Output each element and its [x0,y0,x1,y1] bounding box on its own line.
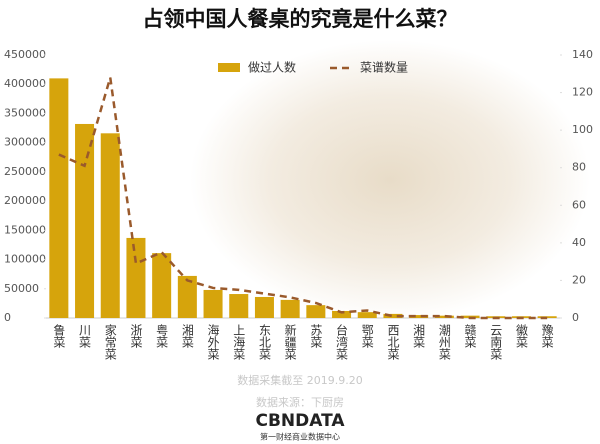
x-tick-label: 鄂菜 [360,324,374,348]
bar [357,312,377,318]
line [58,77,548,320]
x-tick-label: 西北菜 [386,324,400,360]
y2-tick-label: 100 [572,123,593,136]
bar [280,299,300,318]
legend-label: 菜谱数量 [360,60,408,75]
brand: CBNDATA [255,411,345,431]
bar [49,78,69,318]
brand-subtitle: 第一财经商业数据中心 [260,432,340,442]
bar [152,253,172,318]
x-tick-label: 台湾菜 [335,323,349,360]
bar [306,305,326,318]
bar [75,123,95,318]
x-tick-label: 浙菜 [129,324,143,348]
x-tick-label: 海外菜 [206,323,220,360]
y2-tick-label: 140 [572,48,593,61]
x-tick-label: 上海菜 [232,324,246,360]
bar [409,315,429,318]
y-tick-label: 450000 [4,48,46,61]
y-tick-label: 100000 [4,253,46,266]
x-tick-label: 豫菜 [540,324,554,348]
note: 数据来源：下厨房 [256,395,344,409]
x-tick-label: 粤菜 [155,323,169,348]
bar [177,275,197,318]
x-tick-label: 鲁菜 [52,324,66,348]
legend-swatch [218,63,240,72]
y-tick-label: 250000 [4,165,46,178]
y2-tick-label: 40 [572,236,586,249]
background-image [190,40,590,320]
bar [203,289,223,318]
y2-tick-label: 0 [572,311,579,324]
x-tick-label: 家常菜 [103,323,117,360]
y-tick-label: 350000 [4,106,46,119]
y2-tick-label: 80 [572,161,586,174]
x-tick-label: 徽菜 [514,323,528,348]
x-tick-label: 赣菜 [463,324,477,348]
x-tick-label: 苏菜 [309,324,323,348]
y-tick-label: 200000 [4,194,46,207]
y-tick-label: 400000 [4,77,46,90]
legend-label: 做过人数 [248,60,296,75]
x-tick-label: 潮州菜 [437,323,451,360]
x-tick-label: 湘菜 [412,323,426,348]
x-tick-label: 新疆菜 [283,323,297,360]
bar [383,313,403,318]
bar [254,296,274,318]
bar [229,294,249,318]
x-tick-label: 湘菜 [180,323,194,348]
y-tick-label: 0 [4,311,11,324]
bar [100,133,120,318]
y2-tick-label: 60 [572,198,586,211]
x-tick-label: 云南菜 [489,324,503,360]
y-tick-label: 150000 [4,223,46,236]
bar [434,315,454,318]
bar [126,237,146,318]
y2-tick-label: 20 [572,273,586,286]
y-tick-label: 50000 [4,282,39,295]
x-tick-label: 东北菜 [257,324,271,360]
bar [332,310,352,318]
x-tick-label: 川菜 [78,324,92,348]
y2-tick-label: 120 [572,86,593,99]
note: 数据采集截至 2019.9.20 [237,373,362,387]
chart-title: 占领中国人餐桌的究竟是什么菜？ [143,7,458,31]
y-tick-label: 300000 [4,136,46,149]
